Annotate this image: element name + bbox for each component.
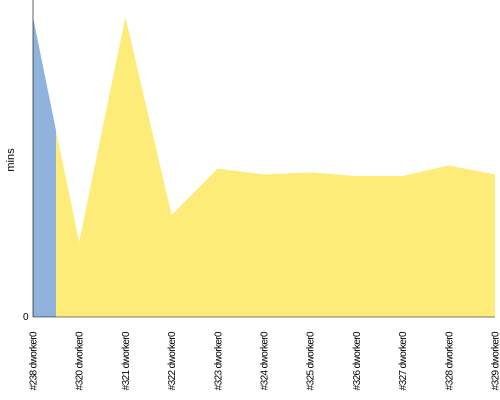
x-tick-label: #238 dworker0	[29, 331, 40, 390]
area-layer	[33, 17, 495, 317]
x-tick-label: #322 dworker0	[167, 331, 178, 390]
x-tick-label: #323 dworker0	[213, 331, 224, 390]
x-tick-label: #328 dworker0	[444, 331, 455, 390]
x-tick-labels: #238 dworker0 #320 dworker0 #321 dworker0 #…	[29, 331, 500, 390]
y-axis-title: mins	[5, 148, 17, 172]
x-tick-label: #320 dworker0	[75, 331, 86, 390]
x-tick-label: #321 dworker0	[121, 331, 132, 390]
x-tick-label: #325 dworker0	[306, 331, 317, 390]
y-tick-label: 0	[23, 312, 29, 323]
x-tick-label: #329 dworker0	[491, 331, 500, 390]
y-tick-labels: 0	[23, 312, 30, 323]
area-series-0	[33, 17, 57, 317]
area-series-1	[56, 17, 495, 317]
x-tick-label: #327 dworker0	[398, 331, 409, 390]
x-tick-label: #324 dworker0	[260, 331, 271, 390]
x-tick-label: #326 dworker0	[352, 331, 363, 390]
